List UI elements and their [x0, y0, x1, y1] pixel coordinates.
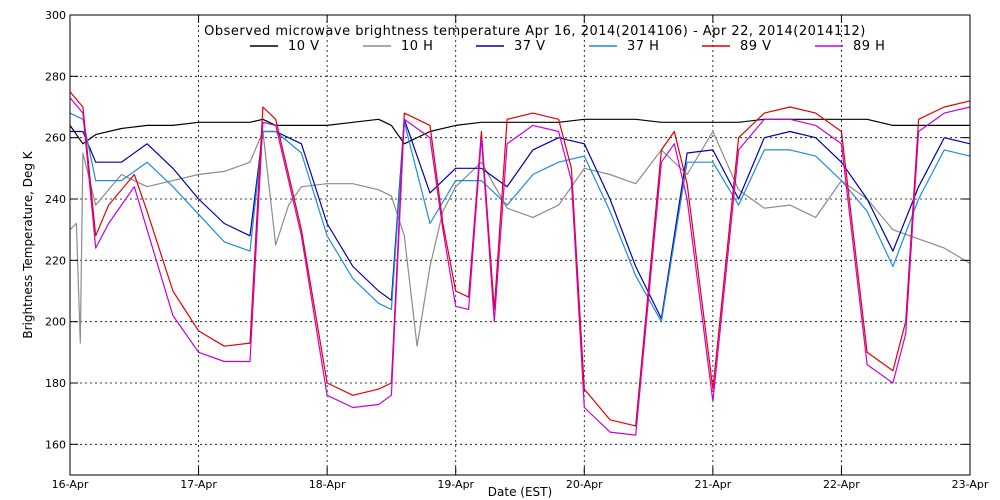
legend-label-37-v: 37 V: [514, 39, 546, 54]
x-tick-label: 18-Apr: [309, 478, 346, 491]
x-tick-label: 16-Apr: [52, 478, 89, 491]
x-tick-label: 23-Apr: [952, 478, 989, 491]
y-tick-label: 280: [45, 70, 66, 83]
grid: [70, 15, 970, 475]
x-tick-label: 20-Apr: [566, 478, 603, 491]
plot-area: [70, 15, 970, 475]
series-lines: [69, 91, 971, 436]
series-line-89-h: [69, 97, 971, 436]
axis-ticks: [69, 14, 971, 475]
x-tick-label: 19-Apr: [437, 478, 474, 491]
y-tick-label: 300: [45, 9, 66, 22]
x-tick-label: 21-Apr: [694, 478, 731, 491]
series-line-10-v: [69, 118, 970, 145]
series-line-89-v: [69, 91, 971, 427]
legend-label-89-v: 89 V: [740, 39, 772, 54]
x-tick-label: 17-Apr: [180, 478, 217, 491]
legend-label-89-h: 89 H: [853, 39, 885, 54]
y-axis-label: Brightness Temperature, Deg K: [21, 150, 35, 338]
legend-label-10-h: 10 H: [401, 39, 433, 54]
series-line-37-h: [69, 112, 971, 323]
y-tick-label: 180: [45, 377, 66, 390]
y-tick-label: 260: [45, 132, 66, 145]
legend: 10 V 10 H 37 V 37 H 89 V 89 H: [250, 39, 885, 54]
x-tick-label: 22-Apr: [823, 478, 860, 491]
y-tick-label: 160: [45, 438, 66, 451]
chart-title: Observed microwave brightness temperatur…: [204, 24, 866, 39]
series-line-37-v: [70, 118, 971, 320]
y-tick-label: 220: [45, 254, 66, 267]
y-tick-label: 240: [45, 193, 66, 206]
y-tick-label: 200: [45, 316, 66, 329]
legend-label-37-h: 37 H: [627, 39, 659, 54]
tick-labels: 16-Apr 17-Apr 18-Apr 19-Apr 20-Apr 21-Apr 22-A…: [45, 9, 989, 491]
series-line-10-h: [69, 130, 971, 347]
plot-frame: [69, 14, 971, 476]
x-axis-label: Date (EST): [488, 485, 552, 499]
legend-label-10-v: 10 V: [288, 39, 320, 54]
